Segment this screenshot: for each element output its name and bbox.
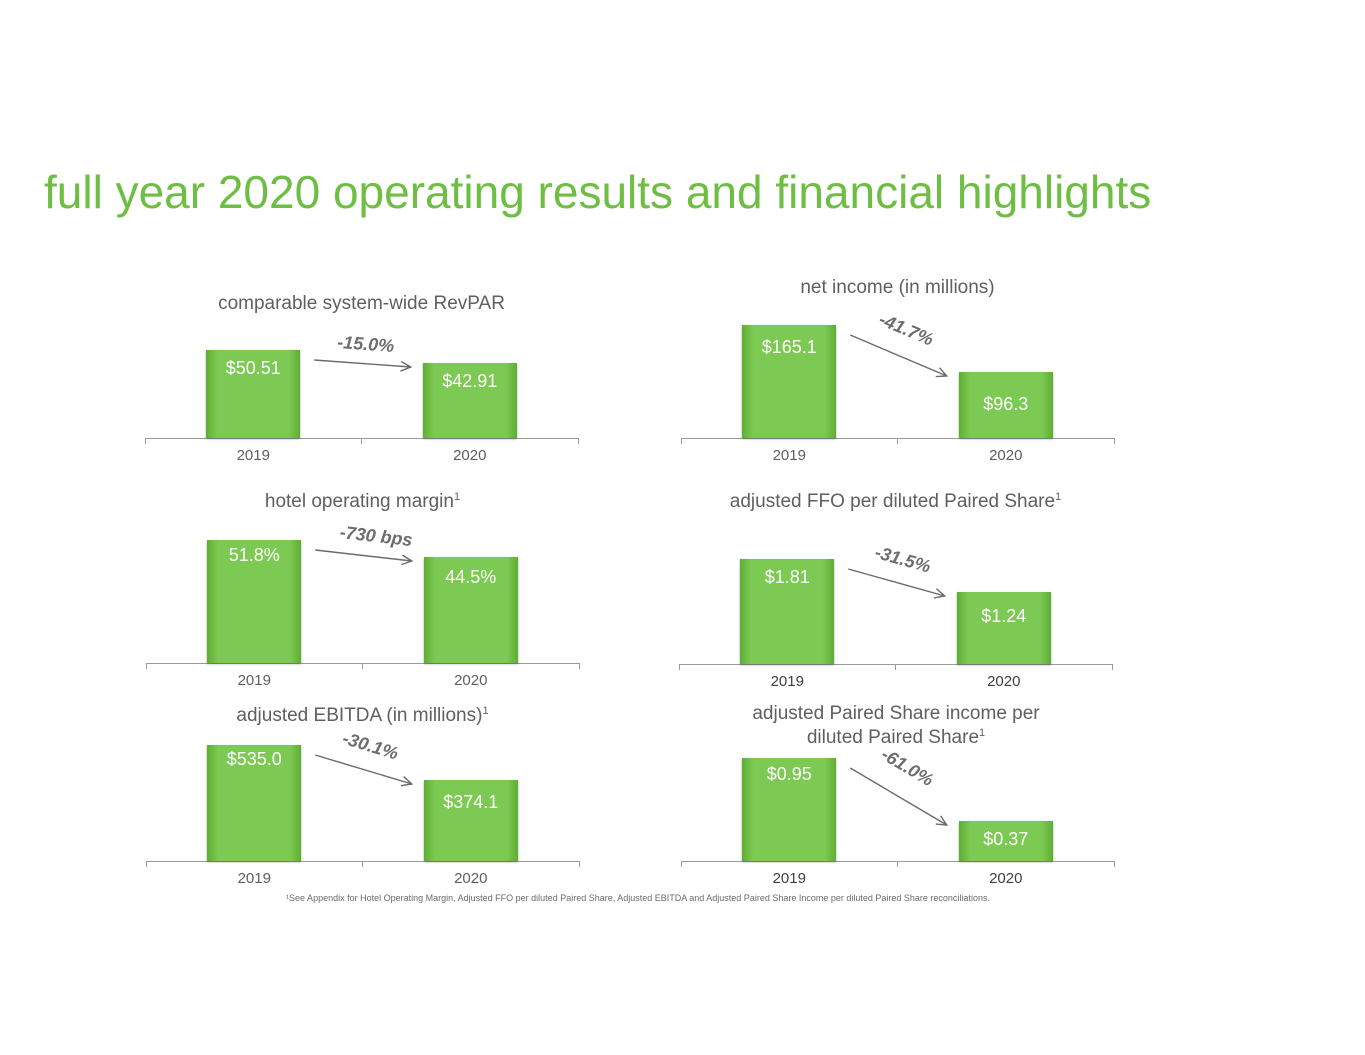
change-arrow-line: [848, 568, 945, 597]
x-axis-tick: [680, 438, 682, 444]
bar-value-label: $535.0: [226, 749, 282, 769]
bar-2019: [742, 758, 837, 861]
category-label: 2019: [237, 672, 271, 689]
category-label: 2019: [236, 447, 270, 464]
bar-2019: [206, 350, 301, 438]
x-axis-tick: [1113, 861, 1115, 867]
chart-6: adjusted Paired Share income per diluted…: [680, 702, 1115, 891]
footnote: ¹See Appendix for Hotel Operating Margin…: [286, 893, 990, 903]
bar-value-label: 44.5%: [445, 567, 497, 587]
change-arrow: [315, 754, 414, 787]
bar-2019: [207, 745, 302, 861]
footnote-marker: 1: [979, 727, 986, 739]
chart-title: adjusted Paired Share income per diluted…: [681, 702, 1111, 750]
x-axis-tick: [678, 664, 680, 670]
x-axis-tick: [362, 663, 363, 669]
category-label: 2019: [772, 870, 806, 887]
change-arrow: [848, 568, 947, 599]
chart-title-text: adjusted Paired Share income per diluted…: [752, 703, 1040, 748]
bar-2020: [956, 592, 1051, 664]
x-axis-tick: [145, 861, 147, 867]
x-axis-tick: [897, 438, 898, 444]
change-arrow-line: [315, 549, 412, 562]
page-title: full year 2020 operating results and fin…: [44, 166, 1152, 218]
chart-3: hotel operating margin1 51.8% 2019 44.5% 202…: [145, 490, 580, 693]
chart-title-text: adjusted EBITDA (in millions): [236, 705, 483, 726]
change-arrow: [315, 549, 414, 566]
bar-value-label: $0.95: [766, 764, 812, 784]
chart-title: comparable system-wide RevPAR: [145, 292, 578, 316]
chart-title-text: net income (in millions): [800, 277, 995, 298]
category-label: 2020: [454, 870, 488, 887]
bar-value-label: $374.1: [443, 792, 499, 812]
change-arrow-head: [400, 776, 414, 787]
footnote-marker: 1: [1055, 491, 1062, 503]
change-arrow-head: [401, 554, 414, 566]
x-axis-tick: [1113, 438, 1115, 444]
bar-2020: [423, 780, 518, 861]
bar-2019: [740, 559, 835, 664]
change-arrow-head: [935, 815, 949, 826]
chart-1: comparable system-wide RevPAR $50.51 2019 $…: [144, 290, 579, 468]
bar-2019: [207, 540, 302, 663]
chart-5: adjusted EBITDA (in millions)1 $535.0 2019…: [145, 704, 580, 891]
x-axis-tick: [680, 861, 682, 867]
bar-value-label: $0.37: [983, 829, 1029, 849]
bar-2020: [958, 821, 1053, 861]
change-arrow-head: [935, 367, 949, 378]
category-label: 2020: [987, 673, 1021, 690]
change-arrow: [314, 359, 413, 372]
x-axis-tick: [1111, 664, 1113, 670]
bar-value-label: $42.91: [442, 371, 498, 391]
change-arrow: [849, 767, 949, 826]
x-axis-tick: [362, 861, 363, 867]
x-axis-tick: [361, 438, 362, 444]
change-arrow-head: [400, 360, 413, 372]
footnote-marker: 1: [482, 705, 489, 717]
change-arrow-line: [849, 334, 948, 377]
chart-title-text: hotel operating margin: [264, 491, 454, 512]
bar-value-label: $96.3: [983, 394, 1029, 414]
change-arrow-line: [315, 754, 412, 785]
chart-4: adjusted FFO per diluted Paired Share1 $1…: [678, 490, 1113, 694]
chart-title-text: adjusted FFO per diluted Paired Share: [729, 491, 1056, 512]
change-arrow: [849, 334, 949, 378]
category-label: 2019: [237, 870, 271, 887]
category-label: 2019: [770, 673, 804, 690]
change-arrow-line: [314, 359, 411, 368]
change-arrow-line: [849, 767, 948, 826]
bar-2020: [958, 372, 1053, 438]
x-axis-tick: [897, 861, 898, 867]
chart-title: net income (in millions): [681, 276, 1114, 300]
footnote-marker: 1: [453, 491, 461, 503]
x-axis-tick: [578, 861, 580, 867]
x-axis-tick: [895, 664, 896, 670]
bar-value-label: $50.51: [225, 358, 281, 378]
bar-value-label: 51.8%: [228, 545, 280, 565]
chart-title: adjusted EBITDA (in millions)1: [146, 704, 579, 728]
x-axis-tick: [578, 663, 580, 669]
bar-value-label: $1.24: [981, 606, 1027, 626]
category-label: 2020: [453, 447, 487, 464]
category-label: 2020: [989, 447, 1023, 464]
x-axis-tick: [144, 438, 146, 444]
category-label: 2019: [772, 447, 806, 464]
chart-title-text: comparable system-wide RevPAR: [218, 293, 505, 314]
x-axis-tick: [145, 663, 147, 669]
bar-2020: [422, 363, 517, 438]
change-arrow-head: [933, 588, 947, 599]
change-label: -15.0%: [336, 332, 396, 357]
bar-value-label: $165.1: [761, 337, 817, 357]
category-label: 2020: [989, 870, 1023, 887]
chart-2: net income (in millions) $165.1 2019 $96.3 2…: [680, 276, 1115, 468]
chart-title: adjusted FFO per diluted Paired Share1: [679, 490, 1112, 514]
x-axis-tick: [577, 438, 579, 444]
bar-2020: [423, 557, 518, 663]
category-label: 2020: [454, 672, 488, 689]
chart-title: hotel operating margin1: [146, 490, 579, 514]
bar-value-label: $1.81: [764, 567, 810, 587]
bar-2019: [742, 325, 837, 438]
